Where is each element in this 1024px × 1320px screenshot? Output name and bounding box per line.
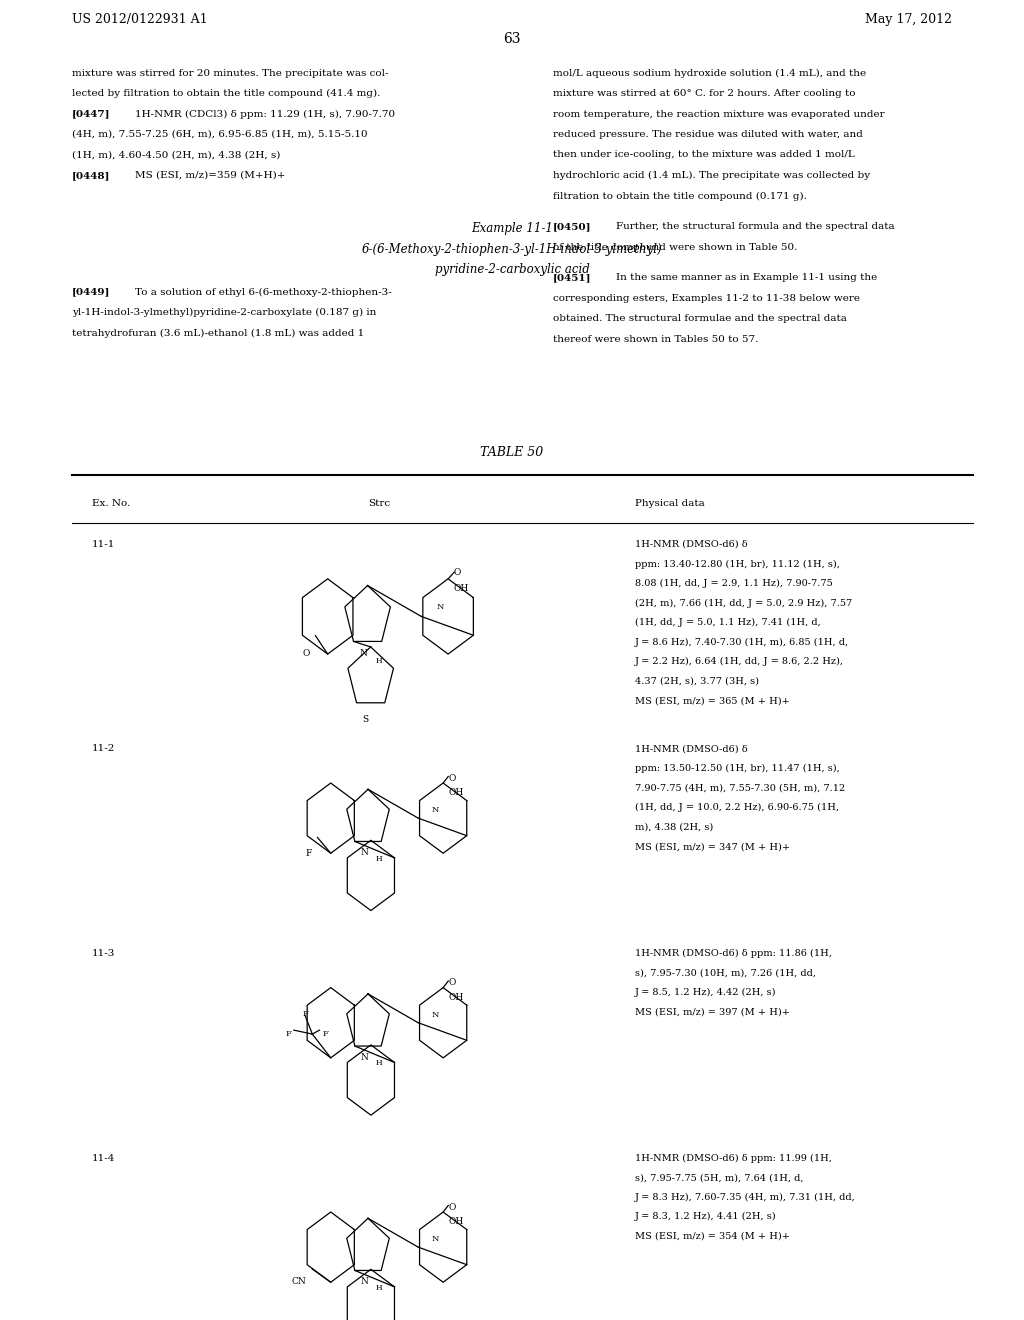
Text: s), 7.95-7.75 (5H, m), 7.64 (1H, d,: s), 7.95-7.75 (5H, m), 7.64 (1H, d, [635,1173,804,1183]
Text: 1H-NMR (CDCl3) δ ppm: 11.29 (1H, s), 7.90-7.70: 1H-NMR (CDCl3) δ ppm: 11.29 (1H, s), 7.9… [135,110,395,119]
Text: (4H, m), 7.55-7.25 (6H, m), 6.95-6.85 (1H, m), 5.15-5.10: (4H, m), 7.55-7.25 (6H, m), 6.95-6.85 (1… [72,131,368,139]
Text: MS (ESI, m/z) = 365 (M + H)+: MS (ESI, m/z) = 365 (M + H)+ [635,696,790,705]
Text: (2H, m), 7.66 (1H, dd, J = 5.0, 2.9 Hz), 7.57: (2H, m), 7.66 (1H, dd, J = 5.0, 2.9 Hz),… [635,598,852,607]
Text: (1H, dd, J = 5.0, 1.1 Hz), 7.41 (1H, d,: (1H, dd, J = 5.0, 1.1 Hz), 7.41 (1H, d, [635,618,820,627]
Text: room temperature, the reaction mixture was evaporated under: room temperature, the reaction mixture w… [553,110,885,119]
Text: 8.08 (1H, dd, J = 2.9, 1.1 Hz), 7.90-7.75: 8.08 (1H, dd, J = 2.9, 1.1 Hz), 7.90-7.7… [635,579,833,589]
Text: Strc: Strc [368,499,390,508]
Text: J = 8.3, 1.2 Hz), 4.41 (2H, s): J = 8.3, 1.2 Hz), 4.41 (2H, s) [635,1212,776,1221]
Text: H: H [376,1059,383,1068]
Text: m), 4.38 (2H, s): m), 4.38 (2H, s) [635,822,713,832]
Text: [0447]: [0447] [72,110,111,119]
Text: O: O [454,568,461,577]
Text: 63: 63 [503,32,521,46]
Text: then under ice-cooling, to the mixture was added 1 mol/L: then under ice-cooling, to the mixture w… [553,150,855,160]
Text: To a solution of ethyl 6-(6-methoxy-2-thiophen-3-: To a solution of ethyl 6-(6-methoxy-2-th… [135,288,392,297]
Text: [0450]: [0450] [553,222,592,231]
Text: MS (ESI, m/z)=359 (M+H)+: MS (ESI, m/z)=359 (M+H)+ [135,172,286,180]
Text: OH: OH [449,1217,464,1226]
Text: N: N [431,807,438,814]
Text: [0448]: [0448] [72,172,110,180]
Text: N: N [359,649,367,659]
Text: lected by filtration to obtain the title compound (41.4 mg).: lected by filtration to obtain the title… [72,88,380,98]
Text: CN: CN [292,1276,306,1286]
Text: N: N [360,1052,369,1061]
Text: tetrahydrofuran (3.6 mL)-ethanol (1.8 mL) was added 1: tetrahydrofuran (3.6 mL)-ethanol (1.8 mL… [72,329,364,338]
Text: OH: OH [454,583,468,593]
Text: 6-(6-Methoxy-2-thiophen-3-yl-1H-indol-3-ylmethyl): 6-(6-Methoxy-2-thiophen-3-yl-1H-indol-3-… [361,243,663,256]
Text: N: N [360,847,369,857]
Text: H: H [376,854,383,863]
Text: [0449]: [0449] [72,288,110,297]
Text: H: H [376,1283,383,1292]
Text: 1H-NMR (DMSO-d6) δ ppm: 11.86 (1H,: 1H-NMR (DMSO-d6) δ ppm: 11.86 (1H, [635,949,831,958]
Text: OH: OH [449,993,464,1002]
Text: 1H-NMR (DMSO-d6) δ: 1H-NMR (DMSO-d6) δ [635,540,748,549]
Text: 7.90-7.75 (4H, m), 7.55-7.30 (5H, m), 7.12: 7.90-7.75 (4H, m), 7.55-7.30 (5H, m), 7.… [635,784,845,792]
Text: O: O [302,648,309,657]
Text: In the same manner as in Example 11-1 using the: In the same manner as in Example 11-1 us… [616,273,878,282]
Text: MS (ESI, m/z) = 397 (M + H)+: MS (ESI, m/z) = 397 (M + H)+ [635,1007,790,1016]
Text: J = 8.6 Hz), 7.40-7.30 (1H, m), 6.85 (1H, d,: J = 8.6 Hz), 7.40-7.30 (1H, m), 6.85 (1H… [635,638,849,647]
Text: J = 8.3 Hz), 7.60-7.35 (4H, m), 7.31 (1H, dd,: J = 8.3 Hz), 7.60-7.35 (4H, m), 7.31 (1H… [635,1193,856,1203]
Text: obtained. The structural formulae and the spectral data: obtained. The structural formulae and th… [553,314,847,323]
Text: (1H, dd, J = 10.0, 2.2 Hz), 6.90-6.75 (1H,: (1H, dd, J = 10.0, 2.2 Hz), 6.90-6.75 (1… [635,803,839,812]
Text: J = 8.5, 1.2 Hz), 4.42 (2H, s): J = 8.5, 1.2 Hz), 4.42 (2H, s) [635,989,776,998]
Text: O: O [449,978,456,987]
Text: Ex. No.: Ex. No. [92,499,130,508]
Text: ppm: 13.40-12.80 (1H, br), 11.12 (1H, s),: ppm: 13.40-12.80 (1H, br), 11.12 (1H, s)… [635,560,840,569]
Text: MS (ESI, m/z) = 354 (M + H)+: MS (ESI, m/z) = 354 (M + H)+ [635,1232,790,1241]
Text: thereof were shown in Tables 50 to 57.: thereof were shown in Tables 50 to 57. [553,335,759,343]
Text: US 2012/0122931 A1: US 2012/0122931 A1 [72,13,207,26]
Text: 1H-NMR (DMSO-d6) δ: 1H-NMR (DMSO-d6) δ [635,744,748,754]
Text: F: F [323,1030,329,1038]
Text: N: N [436,603,443,611]
Text: Example 11-1: Example 11-1 [471,222,553,235]
Text: OH: OH [449,788,464,797]
Text: 11-3: 11-3 [92,949,116,958]
Text: May 17, 2012: May 17, 2012 [865,13,952,26]
Text: mixture was stirred for 20 minutes. The precipitate was col-: mixture was stirred for 20 minutes. The … [72,69,388,78]
Text: F: F [302,1010,308,1018]
Text: TABLE 50: TABLE 50 [480,446,544,459]
Text: [0451]: [0451] [553,273,592,282]
Text: yl-1H-indol-3-ylmethyl)pyridine-2-carboxylate (0.187 g) in: yl-1H-indol-3-ylmethyl)pyridine-2-carbox… [72,308,376,317]
Text: O: O [449,774,456,783]
Text: ppm: 13.50-12.50 (1H, br), 11.47 (1H, s),: ppm: 13.50-12.50 (1H, br), 11.47 (1H, s)… [635,764,840,774]
Text: Physical data: Physical data [635,499,705,508]
Text: reduced pressure. The residue was diluted with water, and: reduced pressure. The residue was dilute… [553,131,863,139]
Text: corresponding esters, Examples 11-2 to 11-38 below were: corresponding esters, Examples 11-2 to 1… [553,294,860,302]
Text: 1H-NMR (DMSO-d6) δ ppm: 11.99 (1H,: 1H-NMR (DMSO-d6) δ ppm: 11.99 (1H, [635,1154,831,1163]
Text: 11-1: 11-1 [92,540,116,549]
Text: Further, the structural formula and the spectral data: Further, the structural formula and the … [616,222,895,231]
Text: of the title compound were shown in Table 50.: of the title compound were shown in Tabl… [553,243,798,252]
Text: H: H [376,657,382,665]
Text: mixture was stirred at 60° C. for 2 hours. After cooling to: mixture was stirred at 60° C. for 2 hour… [553,88,855,98]
Text: mol/L aqueous sodium hydroxide solution (1.4 mL), and the: mol/L aqueous sodium hydroxide solution … [553,69,866,78]
Text: 11-2: 11-2 [92,744,116,754]
Text: N: N [360,1276,369,1286]
Text: 4.37 (2H, s), 3.77 (3H, s): 4.37 (2H, s), 3.77 (3H, s) [635,677,759,685]
Text: filtration to obtain the title compound (0.171 g).: filtration to obtain the title compound … [553,191,807,201]
Text: (1H, m), 4.60-4.50 (2H, m), 4.38 (2H, s): (1H, m), 4.60-4.50 (2H, m), 4.38 (2H, s) [72,150,280,160]
Text: N: N [431,1011,438,1019]
Text: N: N [431,1236,438,1243]
Text: S: S [362,715,369,725]
Text: hydrochloric acid (1.4 mL). The precipitate was collected by: hydrochloric acid (1.4 mL). The precipit… [553,172,870,180]
Text: O: O [449,1203,456,1212]
Text: s), 7.95-7.30 (10H, m), 7.26 (1H, dd,: s), 7.95-7.30 (10H, m), 7.26 (1H, dd, [635,969,816,978]
Text: F: F [286,1030,292,1038]
Text: F: F [305,849,311,858]
Text: 11-4: 11-4 [92,1154,116,1163]
Text: J = 2.2 Hz), 6.64 (1H, dd, J = 8.6, 2.2 Hz),: J = 2.2 Hz), 6.64 (1H, dd, J = 8.6, 2.2 … [635,657,844,667]
Text: MS (ESI, m/z) = 347 (M + H)+: MS (ESI, m/z) = 347 (M + H)+ [635,842,790,851]
Text: pyridine-2-carboxylic acid: pyridine-2-carboxylic acid [434,263,590,276]
